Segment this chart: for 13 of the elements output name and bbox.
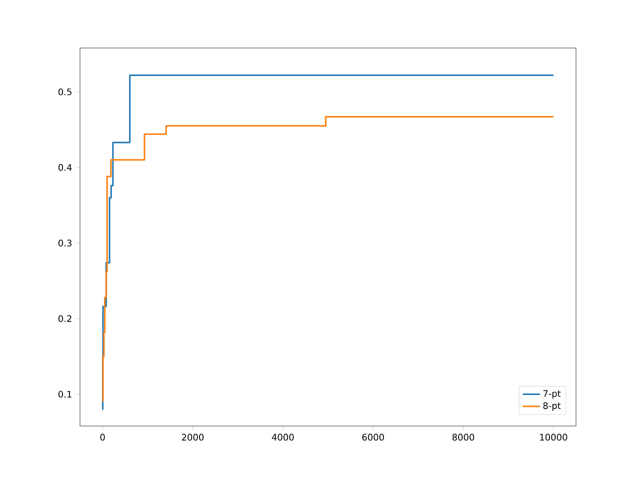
- x-tick-label: 10000: [540, 434, 568, 441]
- legend-label: 7-pt: [543, 390, 561, 399]
- y-tick-label: 0.4: [58, 164, 72, 171]
- y-tick-label: 0.2: [58, 315, 72, 322]
- x-tick-label: 6000: [362, 434, 384, 441]
- y-tick-label: 0.1: [58, 390, 72, 398]
- x-tick-label: 0: [100, 434, 105, 441]
- x-tick-label: 2000: [182, 434, 204, 441]
- legend-label: 8-pt: [543, 402, 561, 411]
- x-tick-label: 8000: [452, 434, 474, 441]
- y-tick-label: 0.5: [58, 88, 72, 96]
- y-tick-label: 0.3: [58, 240, 72, 246]
- x-tick-label: 4000: [272, 434, 294, 441]
